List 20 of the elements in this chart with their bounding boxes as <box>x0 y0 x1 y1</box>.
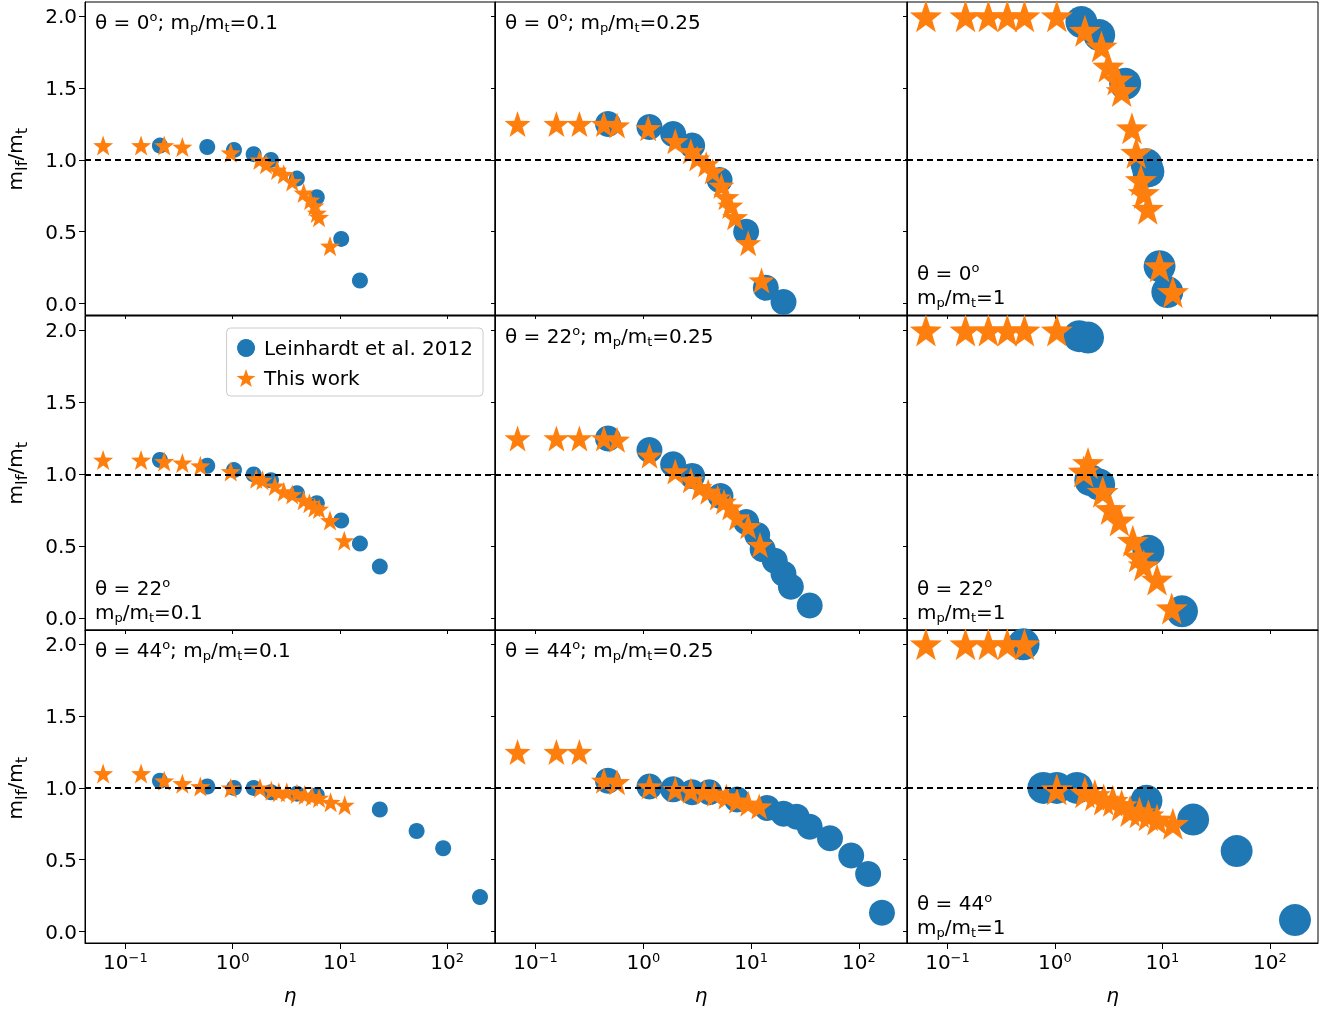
y-tick-label: 1.5 <box>45 704 77 729</box>
y-tick-label: 0.5 <box>45 847 77 872</box>
y-tick-label: 1.0 <box>45 775 77 800</box>
legend-label: This work <box>263 366 361 390</box>
legend-label: Leinhardt et al. 2012 <box>264 336 474 360</box>
y-tick-label: 0.0 <box>45 291 77 316</box>
y-tick-label: 0.0 <box>45 919 77 944</box>
y-tick-label: 0.5 <box>45 534 77 559</box>
y-tick-label: 2.0 <box>45 632 77 657</box>
y-tick-label: 1.5 <box>45 76 77 101</box>
y-tick-label: 2.0 <box>45 4 77 29</box>
y-tick-label: 0.0 <box>45 606 77 631</box>
x-axis-title: η <box>694 983 708 1007</box>
y-tick-label: 1.5 <box>45 390 77 415</box>
y-tick-label: 1.0 <box>45 147 77 172</box>
x-axis-title: η <box>283 983 297 1007</box>
x-axis-title: η <box>1106 983 1120 1007</box>
y-tick-label: 1.0 <box>45 462 77 487</box>
y-tick-label: 0.5 <box>45 219 77 244</box>
y-tick-label: 2.0 <box>45 318 77 343</box>
